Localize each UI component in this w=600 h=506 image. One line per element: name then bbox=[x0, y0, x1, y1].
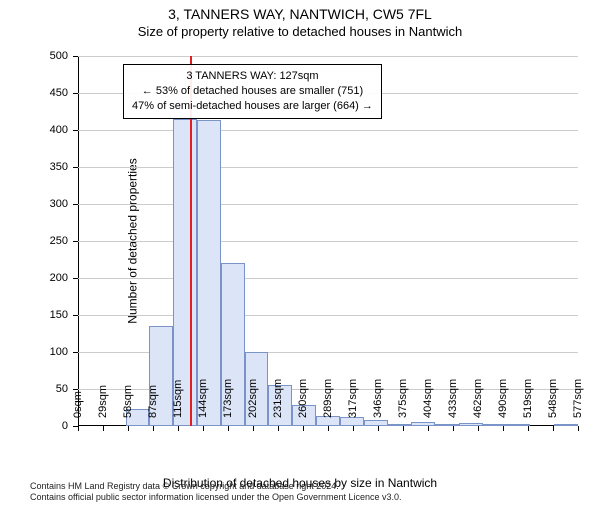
xtick-label: 346sqm bbox=[372, 379, 384, 426]
xtick-label: 289sqm bbox=[322, 379, 334, 426]
xtick-mark bbox=[403, 426, 404, 431]
footer-line-2: Contains official public sector informat… bbox=[30, 492, 402, 503]
xtick-label: 462sqm bbox=[472, 379, 484, 426]
xtick-label: 375sqm bbox=[397, 379, 409, 426]
xtick-mark bbox=[528, 426, 529, 431]
gridline-h bbox=[78, 315, 578, 316]
xtick-label: 0sqm bbox=[72, 391, 84, 426]
xtick-mark bbox=[578, 426, 579, 431]
xtick-mark bbox=[428, 426, 429, 431]
xtick-mark bbox=[378, 426, 379, 431]
xtick-mark bbox=[128, 426, 129, 431]
gridline-h bbox=[78, 167, 578, 168]
xtick-label: 144sqm bbox=[197, 379, 209, 426]
xtick-label: 519sqm bbox=[522, 379, 534, 426]
ytick-label: 300 bbox=[50, 198, 78, 210]
xtick-label: 404sqm bbox=[422, 379, 434, 426]
chart-area: Number of detached properties 0501001502… bbox=[38, 56, 588, 426]
xtick-label: 260sqm bbox=[297, 379, 309, 426]
xtick-label: 202sqm bbox=[247, 379, 259, 426]
xtick-mark bbox=[153, 426, 154, 431]
ytick-label: 200 bbox=[50, 272, 78, 284]
xtick-label: 490sqm bbox=[497, 379, 509, 426]
xtick-label: 115sqm bbox=[172, 380, 184, 426]
ytick-label: 500 bbox=[50, 50, 78, 62]
xtick-label: 317sqm bbox=[347, 379, 359, 426]
ytick-label: 400 bbox=[50, 124, 78, 136]
xtick-mark bbox=[103, 426, 104, 431]
xtick-mark bbox=[78, 426, 79, 431]
annotation-line: 3 TANNERS WAY: 127sqm bbox=[132, 69, 373, 84]
page-subtitle: Size of property relative to detached ho… bbox=[0, 24, 600, 39]
annotation-box: 3 TANNERS WAY: 127sqm← 53% of detached h… bbox=[123, 64, 382, 119]
gridline-h bbox=[78, 130, 578, 131]
annotation-line: 47% of semi-detached houses are larger (… bbox=[132, 99, 373, 114]
xtick-label: 433sqm bbox=[447, 379, 459, 426]
xtick-mark bbox=[278, 426, 279, 431]
xtick-label: 231sqm bbox=[272, 379, 284, 426]
xtick-mark bbox=[328, 426, 329, 431]
annotation-line: ← 53% of detached houses are smaller (75… bbox=[132, 84, 373, 99]
plot-region: 0501001502002503003504004505000sqm29sqm5… bbox=[78, 56, 578, 426]
ytick-label: 250 bbox=[50, 235, 78, 247]
xtick-mark bbox=[453, 426, 454, 431]
xtick-mark bbox=[203, 426, 204, 431]
ytick-label: 350 bbox=[50, 161, 78, 173]
xtick-mark bbox=[253, 426, 254, 431]
xtick-mark bbox=[353, 426, 354, 431]
gridline-h bbox=[78, 204, 578, 205]
page-title: 3, TANNERS WAY, NANTWICH, CW5 7FL bbox=[0, 6, 600, 22]
xtick-mark bbox=[303, 426, 304, 431]
xtick-mark bbox=[503, 426, 504, 431]
xtick-mark bbox=[553, 426, 554, 431]
xtick-label: 29sqm bbox=[97, 385, 109, 426]
xtick-label: 87sqm bbox=[147, 385, 159, 426]
footer-line-1: Contains HM Land Registry data © Crown c… bbox=[30, 481, 402, 492]
xtick-label: 548sqm bbox=[547, 379, 559, 426]
gridline-h bbox=[78, 241, 578, 242]
ytick-label: 150 bbox=[50, 309, 78, 321]
xtick-label: 173sqm bbox=[222, 379, 234, 426]
gridline-h bbox=[78, 278, 578, 279]
ytick-label: 100 bbox=[50, 346, 78, 358]
xtick-label: 58sqm bbox=[122, 385, 134, 426]
xtick-label: 577sqm bbox=[572, 379, 584, 426]
xtick-mark bbox=[228, 426, 229, 431]
xtick-mark bbox=[478, 426, 479, 431]
xtick-mark bbox=[178, 426, 179, 431]
ytick-label: 450 bbox=[50, 87, 78, 99]
gridline-h bbox=[78, 56, 578, 57]
